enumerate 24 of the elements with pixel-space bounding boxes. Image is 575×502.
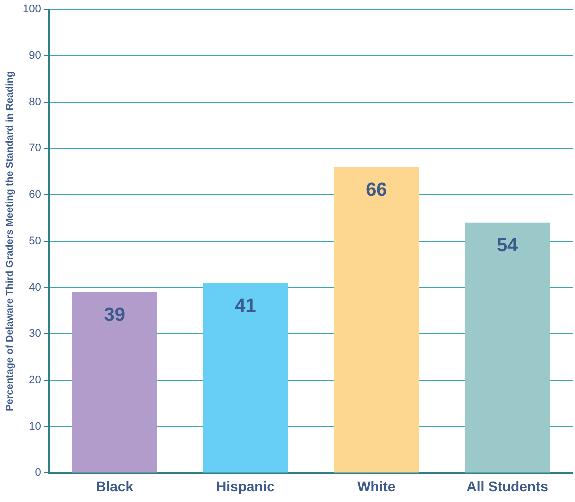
y-tick-label: 20 xyxy=(29,374,42,387)
y-tick-label: 100 xyxy=(22,4,42,16)
y-tick-label: 80 xyxy=(29,96,42,108)
bar xyxy=(334,167,420,473)
data-label: 41 xyxy=(235,296,257,317)
y-tick-label: 90 xyxy=(29,50,42,62)
data-label: 54 xyxy=(496,236,519,257)
bar xyxy=(72,292,158,473)
x-tick-label: Hispanic xyxy=(216,478,276,494)
y-axis-title: Percentage of Delaware Third Graders Meeting the Standard in Reading xyxy=(4,71,16,412)
x-tick-label: Black xyxy=(96,478,134,494)
y-tick-label: 60 xyxy=(29,189,42,202)
bar xyxy=(203,283,288,473)
y-tick-label: 50 xyxy=(29,235,42,248)
data-label: 66 xyxy=(366,180,388,201)
data-label: 39 xyxy=(104,305,126,326)
x-tick-label: All Students xyxy=(466,478,549,494)
bar xyxy=(465,222,550,473)
y-tick-label: 0 xyxy=(35,467,42,480)
y-tick-label: 10 xyxy=(29,420,42,433)
x-tick-label: White xyxy=(358,478,396,494)
y-tick-label: 40 xyxy=(29,282,42,294)
y-tick-label: 70 xyxy=(29,142,42,155)
y-tick-label: 30 xyxy=(29,328,42,340)
